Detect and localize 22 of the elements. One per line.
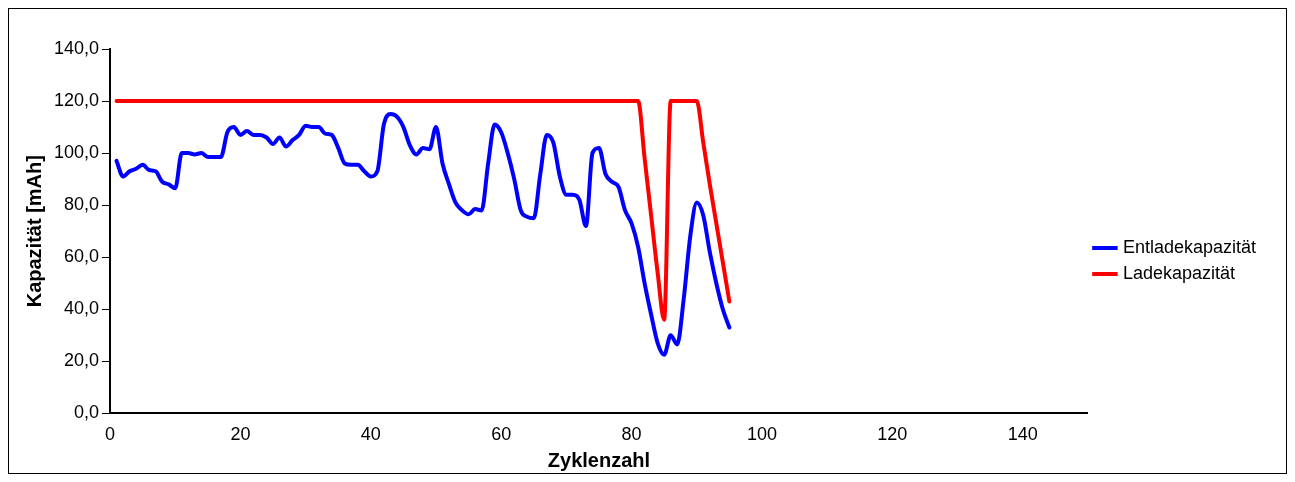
y-tick-label: 120,0 xyxy=(54,90,100,111)
x-tick-label: 80 xyxy=(621,424,642,445)
x-tick-label: 120 xyxy=(877,424,908,445)
x-tick-label: 140 xyxy=(1007,424,1038,445)
y-tick-label: 20,0 xyxy=(64,350,100,371)
y-tick-label: 100,0 xyxy=(54,142,100,163)
legend-label: Ladekapazität xyxy=(1122,262,1235,283)
legend-label: Entladekapazität xyxy=(1122,236,1256,257)
line-series xyxy=(114,99,732,322)
y-tick-label: 140,0 xyxy=(54,37,100,58)
x-axis-title: Zyklenzahl xyxy=(547,448,651,471)
x-tick-label: 0 xyxy=(105,424,116,445)
y-tick-label: 0,0 xyxy=(74,402,100,423)
y-tick-label: 40,0 xyxy=(64,298,100,319)
x-tick-label: 40 xyxy=(360,424,381,445)
x-tick-label: 100 xyxy=(746,424,777,445)
y-axis-title: Kapazität [mAh] xyxy=(22,155,45,308)
x-tick-label: 20 xyxy=(230,424,251,445)
y-tick-label: 60,0 xyxy=(64,246,100,267)
line-series xyxy=(114,112,732,357)
y-tick-label: 80,0 xyxy=(64,194,100,215)
x-tick-label: 60 xyxy=(491,424,512,445)
